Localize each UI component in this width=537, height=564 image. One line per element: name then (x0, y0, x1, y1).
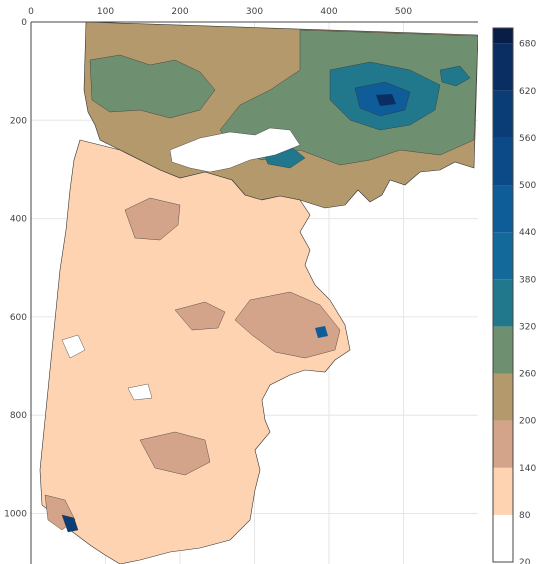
y-tick-label: 600 (10, 313, 27, 323)
x-tick-label: 400 (320, 7, 337, 17)
colorbar-segment (493, 326, 513, 374)
white-gap-2 (61, 334, 86, 359)
colorbar-tick-label: 560 (519, 134, 536, 144)
colorbar-tick-label: 680 (519, 40, 536, 50)
east-dark-peak (315, 326, 328, 338)
colorbar-segment (493, 28, 513, 44)
colorbar-segment (493, 185, 513, 233)
y-tick-label: 0 (21, 18, 27, 28)
colorbar-segment (493, 232, 513, 280)
colorbar-segment (493, 43, 513, 91)
x-tick-label: 500 (395, 7, 412, 17)
white-gap-3 (127, 383, 153, 401)
south-brown-patch-2 (124, 197, 181, 241)
south-region (39, 139, 351, 564)
south-brown-patch-3 (139, 431, 211, 476)
colorbar-segment (493, 373, 513, 421)
colorbar-frame (492, 27, 514, 563)
colorbar-tick-label: 440 (519, 228, 536, 238)
map-area (39, 22, 478, 564)
colorbar-tick-label: 200 (519, 417, 536, 427)
y-tick-label: 1000 (4, 510, 27, 520)
north-west-green (89, 54, 216, 119)
x-tick-labels: 0 100 200 300 400 500 (28, 7, 412, 17)
white-gap-1 (169, 127, 301, 173)
colorbar: 20 80 140 200 260 320 380 440 500 560 620 680 (492, 27, 536, 564)
x-tick-label: 100 (97, 7, 114, 17)
y-tick-labels: 0 200 400 600 800 1000 (4, 18, 27, 520)
x-tick-label: 0 (28, 7, 34, 17)
colorbar-tick-label: 20 (519, 558, 531, 564)
colorbar-segment (493, 90, 513, 138)
colorbar-tick-label: 320 (519, 322, 536, 332)
colorbar-segment (493, 137, 513, 186)
colorbar-tick-label: 80 (519, 511, 531, 521)
colorbar-tick-label: 500 (519, 181, 536, 191)
y-tick-label: 400 (10, 215, 27, 225)
north-east-inner (376, 94, 396, 106)
south-brown-patch-1 (234, 291, 341, 359)
x-tick-label: 300 (246, 7, 263, 17)
colorbar-tick-label: 140 (519, 464, 536, 474)
south-west-tip-peak (61, 514, 79, 533)
colorbar-tick-label: 620 (519, 87, 536, 97)
east-blue-patch (439, 65, 471, 87)
colorbar-tick-label: 380 (519, 275, 536, 285)
colorbar-segment (493, 420, 513, 468)
colorbar-segment (493, 514, 513, 562)
colorbar-segment (493, 279, 513, 327)
x-tick-label: 200 (171, 7, 188, 17)
y-tick-label: 200 (10, 116, 27, 126)
y-tick-label: 800 (10, 411, 27, 421)
south-brown-patch-5 (174, 301, 226, 331)
colorbar-tick-label: 260 (519, 370, 536, 380)
colorbar-segment (493, 467, 513, 515)
